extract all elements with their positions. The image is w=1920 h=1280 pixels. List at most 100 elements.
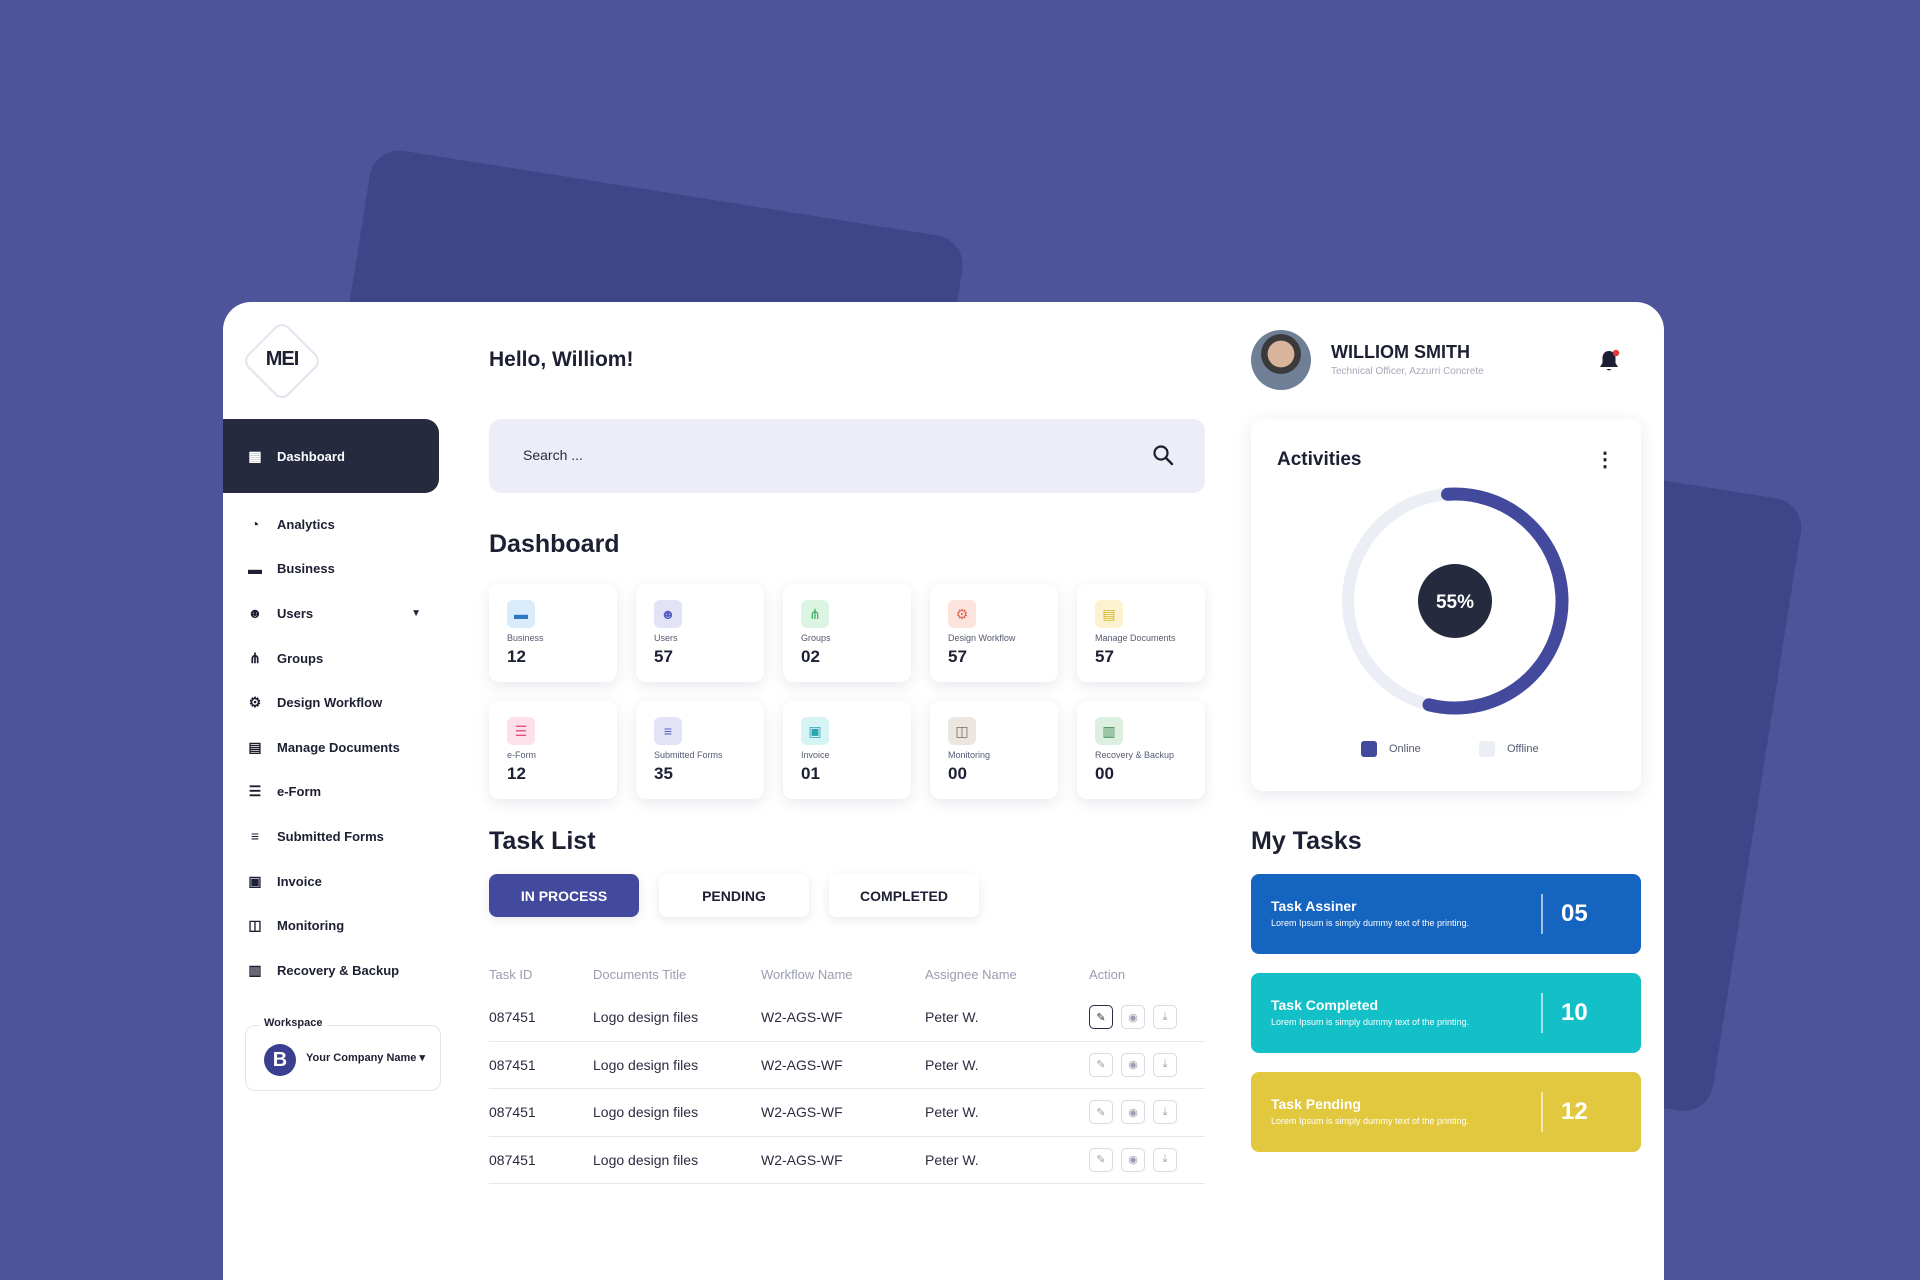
cell-assignee: Peter W. — [925, 1104, 979, 1121]
cell-id: 087451 — [489, 1009, 536, 1026]
greeting: Hello, Williom! — [489, 348, 634, 371]
table-body: 087451 Logo design files W2-AGS-WF Peter W.… — [489, 994, 1205, 1184]
search-input[interactable]: Search ... — [489, 419, 1205, 493]
edit-icon[interactable]: ✎ — [1089, 1052, 1113, 1077]
task-count: 10 — [1561, 999, 1588, 1026]
download-icon[interactable]: ⤓ — [1153, 1147, 1177, 1172]
cell-workflow: W2-AGS-WF — [761, 1151, 843, 1168]
tab-pending[interactable]: PENDING — [659, 874, 809, 917]
notification-dot — [1612, 349, 1620, 357]
briefcase-icon: ▬ — [507, 600, 535, 628]
tile-label: Recovery & Backup — [1095, 750, 1175, 760]
cast-icon: ◫ — [948, 717, 976, 745]
stat-tile-manage-documents[interactable]: ▤ Manage Documents 57 — [1077, 584, 1205, 682]
bell-icon[interactable] — [1597, 348, 1621, 374]
avatar[interactable] — [1251, 330, 1311, 390]
stat-tile-e-form[interactable]: ☰ e-Form 12 — [489, 701, 617, 799]
cast-icon: ◫ — [248, 917, 262, 934]
task-card-task-completed[interactable]: Task Completed Lorem Ipsum is simply dumm… — [1251, 973, 1641, 1053]
sidebar-item-invoice[interactable]: ▣ Invoice — [247, 859, 437, 904]
eye-icon[interactable]: ◉ — [1121, 1147, 1145, 1172]
stat-tile-submitted-forms[interactable]: ≡ Submitted Forms 35 — [636, 701, 764, 799]
edit-icon[interactable]: ✎ — [1089, 1005, 1113, 1030]
eye-icon[interactable]: ◉ — [1121, 1100, 1145, 1125]
stat-tile-monitoring[interactable]: ◫ Monitoring 00 — [930, 701, 1058, 799]
stat-tile-recovery-backup[interactable]: ▥ Recovery & Backup 00 — [1077, 701, 1205, 799]
stat-tile-users[interactable]: ☻ Users 57 — [636, 584, 764, 682]
form-icon: ☰ — [507, 717, 535, 745]
stat-tile-design-workflow[interactable]: ⚙ Design Workflow 57 — [930, 584, 1058, 682]
dashboard-title: Dashboard — [489, 530, 620, 558]
sidebar-item-e-form[interactable]: ☰ e-Form — [247, 770, 437, 815]
row-actions: ✎ ◉ ⤓ — [1089, 1100, 1205, 1125]
task-card-task-pending[interactable]: Task Pending Lorem Ipsum is simply dummy … — [1251, 1072, 1641, 1152]
download-icon[interactable]: ⤓ — [1153, 1100, 1177, 1125]
logo[interactable]: MEI — [265, 348, 300, 370]
sidebar-item-analytics[interactable]: ◔ Analytics — [247, 502, 437, 547]
table-row[interactable]: 087451 Logo design files W2-AGS-WF Peter W.… — [489, 1089, 1205, 1137]
sidebar-item-label: Dashboard — [277, 448, 345, 464]
column-header: Assignee Name — [925, 966, 1017, 982]
tile-value: 12 — [507, 647, 526, 666]
edit-icon[interactable]: ✎ — [1089, 1100, 1113, 1125]
download-icon[interactable]: ⤓ — [1153, 1052, 1177, 1077]
stat-tile-invoice[interactable]: ▣ Invoice 01 — [783, 701, 911, 799]
my-tasks-title: My Tasks — [1251, 827, 1362, 855]
table-row[interactable]: 087451 Logo design files W2-AGS-WF Peter W.… — [489, 994, 1205, 1042]
sidebar-item-label: Invoice — [277, 873, 322, 889]
users-icon: ☻ — [247, 605, 263, 622]
tab-in-process[interactable]: IN PROCESS — [489, 874, 639, 917]
document-icon: ▤ — [248, 738, 262, 755]
sidebar-item-business[interactable]: ▬ Business — [247, 547, 437, 592]
column-header: Workflow Name — [761, 966, 853, 982]
tile-label: e-Form — [507, 750, 536, 760]
task-count: 12 — [1561, 1098, 1588, 1125]
table-header: Task ID Documents Title Workflow Name As… — [489, 954, 1205, 994]
eye-icon[interactable]: ◉ — [1121, 1005, 1145, 1030]
sidebar-item-users[interactable]: ☻ Users ▼ — [247, 591, 437, 636]
workspace-selector[interactable]: Workspace B Your Company Name ▾ — [245, 1017, 441, 1091]
eye-icon[interactable]: ◉ — [1121, 1052, 1145, 1077]
groups-icon: ⋔ — [249, 649, 261, 666]
sidebar-item-label: e-Form — [277, 784, 322, 800]
grid-icon: ▦ — [248, 447, 262, 464]
sidebar-item-recovery-backup[interactable]: ▥ Recovery & Backup — [247, 948, 437, 993]
profile-role: Technical Officer, Azzurri Concrete — [1331, 366, 1484, 377]
divider — [1541, 1092, 1543, 1132]
download-icon[interactable]: ⤓ — [1153, 1005, 1177, 1030]
search-icon[interactable] — [1151, 443, 1175, 467]
tab-completed[interactable]: COMPLETED — [829, 874, 979, 917]
tile-value: 12 — [507, 764, 526, 783]
activity-donut-chart: 55% — [1341, 487, 1569, 715]
workflow-icon: ⚙ — [948, 600, 976, 628]
sidebar-item-label: Analytics — [277, 516, 335, 532]
sidebar-item-design-workflow[interactable]: ⚙ Design Workflow — [247, 680, 437, 725]
task-list-title: Task List — [489, 827, 596, 855]
tile-label: Invoice — [801, 750, 830, 760]
sidebar-item-monitoring[interactable]: ◫ Monitoring — [247, 903, 437, 948]
sidebar-item-submitted-forms[interactable]: ≡ Submitted Forms — [247, 814, 437, 859]
cell-assignee: Peter W. — [925, 1009, 979, 1026]
sidebar-item-groups[interactable]: ⋔ Groups — [247, 636, 437, 681]
invoice-icon: ▣ — [801, 717, 829, 745]
tile-value: 35 — [654, 764, 673, 783]
sidebar-item-dashboard[interactable]: ▦ Dashboard — [223, 419, 439, 493]
invoice-icon: ▣ — [248, 872, 262, 889]
sidebar-item-manage-documents[interactable]: ▤ Manage Documents — [247, 725, 437, 770]
stat-tile-groups[interactable]: ⋔ Groups 02 — [783, 584, 911, 682]
table-row[interactable]: 087451 Logo design files W2-AGS-WF Peter W.… — [489, 1042, 1205, 1089]
tile-label: Monitoring — [948, 750, 991, 760]
edit-icon[interactable]: ✎ — [1089, 1147, 1113, 1172]
table-row[interactable]: 087451 Logo design files W2-AGS-WF Peter W.… — [489, 1137, 1205, 1184]
task-card-task-assiner[interactable]: Task Assiner Lorem Ipsum is simply dummy … — [1251, 874, 1641, 954]
column-header: Action — [1089, 966, 1126, 982]
sidebar-item-label: Users — [277, 605, 314, 621]
dashboard-window: MEI ▦ Dashboard ◔ Analytics ▬ Business ☻ User… — [223, 302, 1664, 1280]
more-options-icon[interactable]: ⋮ — [1595, 449, 1615, 471]
stat-tile-business[interactable]: ▬ Business 12 — [489, 584, 617, 682]
profile-name: WILLIOM SMITH — [1331, 342, 1470, 362]
cell-workflow: W2-AGS-WF — [761, 1009, 843, 1026]
chevron-down-icon[interactable]: ▼ — [411, 607, 421, 619]
clipboard-icon: ▥ — [1095, 717, 1123, 745]
column-header: Task ID — [489, 966, 533, 982]
